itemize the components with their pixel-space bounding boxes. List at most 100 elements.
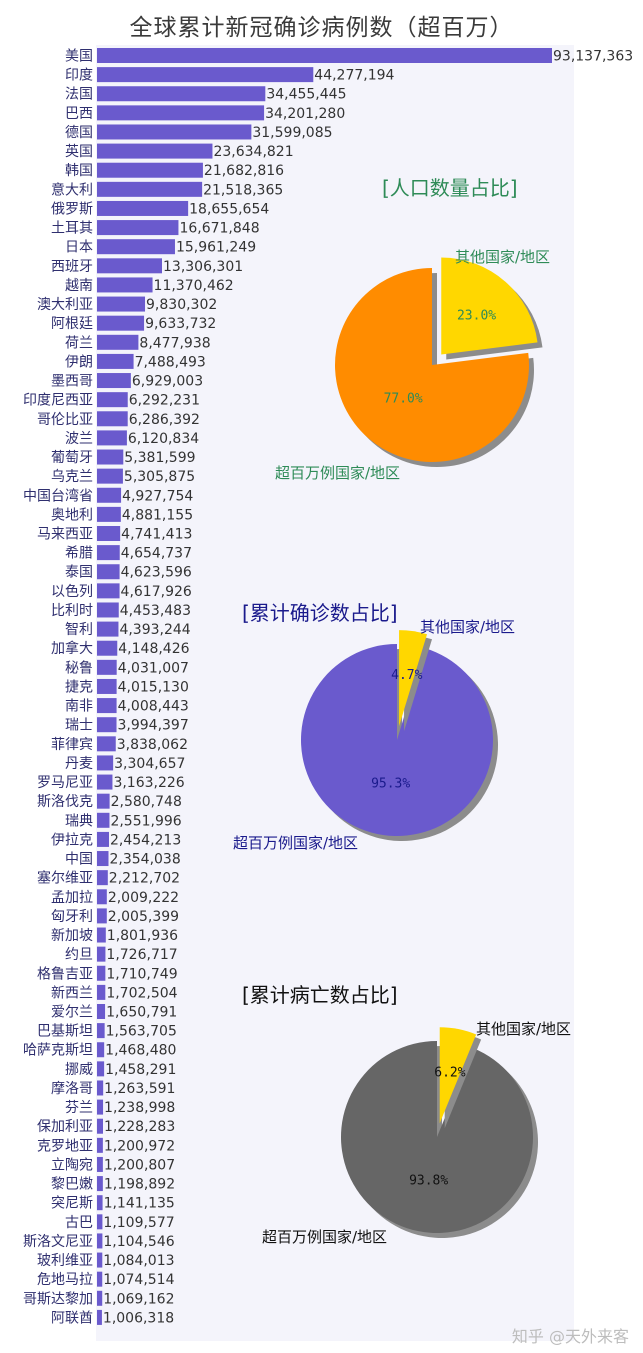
- bar: [97, 640, 118, 656]
- value-label: 1,238,998: [104, 1100, 175, 1116]
- category-label: 芬兰: [65, 1100, 93, 1116]
- category-label: 丹麦: [65, 756, 93, 772]
- category-label: 新加坡: [51, 928, 93, 944]
- category-label: 巴西: [65, 106, 93, 122]
- bar: [97, 946, 106, 962]
- value-label: 1,702,504: [106, 985, 177, 1001]
- bar: [97, 545, 120, 561]
- bar: [97, 1176, 103, 1192]
- category-label: 秘鲁: [65, 660, 93, 676]
- bar: [97, 392, 128, 408]
- bar: [97, 1042, 105, 1058]
- category-label: 挪威: [65, 1062, 93, 1078]
- value-label: 1,263,591: [104, 1081, 175, 1097]
- bar: [97, 506, 121, 522]
- value-label: 1,650,791: [106, 1005, 177, 1021]
- bar: [97, 793, 110, 809]
- category-label: 阿联酋: [51, 1309, 93, 1326]
- value-label: 23,634,821: [213, 144, 293, 160]
- category-label: 塞尔维亚: [37, 870, 93, 887]
- category-label: 英国: [65, 143, 93, 160]
- bar: [97, 602, 119, 618]
- category-label: 乌克兰: [51, 469, 93, 485]
- category-label: 黎巴嫩: [51, 1177, 93, 1193]
- slice-percent-label: 23.0%: [457, 308, 496, 323]
- value-label: 2,212,702: [109, 871, 180, 887]
- bar: [97, 1061, 105, 1077]
- category-label: 保加利亚: [37, 1119, 93, 1135]
- value-label: 2,454,213: [110, 832, 181, 848]
- value-label: 1,104,546: [103, 1234, 174, 1250]
- bar: [97, 1290, 103, 1306]
- slice-name-label: 其他国家/地区: [455, 248, 550, 266]
- category-label: 哈萨克斯坦: [23, 1043, 93, 1059]
- bar: [97, 67, 314, 83]
- category-label: 希腊: [65, 546, 93, 562]
- category-label: 哥伦比亚: [37, 412, 93, 428]
- slice-name-label: 超百万例国家/地区: [262, 1228, 387, 1246]
- bar: [97, 1023, 105, 1039]
- bar: [97, 1137, 103, 1153]
- bar: [97, 373, 131, 389]
- value-label: 4,453,483: [120, 603, 191, 619]
- category-label: 玻利维亚: [37, 1253, 93, 1269]
- category-label: 罗马尼亚: [37, 775, 93, 791]
- value-label: 4,031,007: [118, 660, 189, 676]
- category-label: 加拿大: [51, 640, 93, 657]
- bar: [97, 774, 113, 790]
- value-label: 1,069,162: [103, 1291, 174, 1307]
- slice-name-label: 其他国家/地区: [420, 618, 515, 636]
- bar: [97, 755, 114, 771]
- value-label: 1,074,514: [103, 1272, 174, 1288]
- bar: [97, 812, 110, 828]
- value-label: 15,961,249: [176, 240, 256, 256]
- value-label: 7,488,493: [135, 354, 206, 370]
- bar: [97, 526, 121, 541]
- value-label: 11,370,462: [154, 278, 234, 294]
- value-label: 5,381,599: [124, 450, 195, 466]
- value-label: 1,198,892: [104, 1177, 175, 1193]
- value-label: 3,163,226: [113, 775, 184, 791]
- category-label: 土耳其: [51, 221, 93, 237]
- value-label: 4,015,130: [118, 679, 189, 695]
- value-label: 6,286,392: [129, 412, 200, 428]
- category-label: 伊朗: [65, 354, 93, 370]
- value-label: 1,200,972: [104, 1138, 175, 1154]
- category-label: 新西兰: [51, 985, 93, 1001]
- bar: [97, 583, 120, 599]
- pie-title: [累计病亡数占比]: [242, 983, 398, 1007]
- value-label: 6,120,834: [128, 431, 199, 447]
- category-label: 韩国: [65, 163, 93, 179]
- bar-series: 美国 93,137,363 印度 44,277,194 法国 34,455,445 巴西 34…: [23, 48, 633, 1326]
- bar: [97, 1271, 103, 1287]
- value-label: 1,228,283: [104, 1119, 175, 1135]
- bar: [97, 296, 146, 312]
- category-label: 菲律宾: [51, 737, 93, 753]
- bar: [97, 831, 109, 847]
- value-label: 4,623,596: [121, 565, 192, 581]
- category-label: 印度: [65, 68, 93, 84]
- category-label: 阿根廷: [51, 316, 93, 332]
- bar: [97, 1099, 104, 1115]
- category-label: 哥斯达黎加: [23, 1291, 93, 1307]
- value-label: 34,201,280: [265, 106, 345, 122]
- category-label: 中国台湾省: [23, 487, 93, 504]
- value-label: 4,148,426: [118, 641, 189, 657]
- value-label: 13,306,301: [163, 259, 243, 275]
- category-label: 格鲁吉亚: [37, 966, 93, 982]
- pie-charts: [人口数量占比]77.0%超百万例国家/地区23.0%其他国家/地区[累计确诊数…: [233, 176, 571, 1246]
- bar: [97, 678, 117, 694]
- slice-percent-label: 6.2%: [434, 1065, 465, 1080]
- category-label: 匈牙利: [51, 909, 93, 925]
- category-label: 瑞典: [65, 813, 93, 829]
- value-label: 1,458,291: [105, 1062, 176, 1078]
- value-label: 4,393,244: [119, 622, 190, 638]
- category-label: 约旦: [65, 947, 93, 963]
- pie-slice: [340, 1041, 533, 1233]
- bar: [97, 86, 266, 102]
- bar: [97, 124, 252, 140]
- slice-percent-label: 4.7%: [391, 668, 422, 683]
- category-label: 葡萄牙: [51, 450, 93, 466]
- value-label: 5,305,875: [124, 469, 195, 485]
